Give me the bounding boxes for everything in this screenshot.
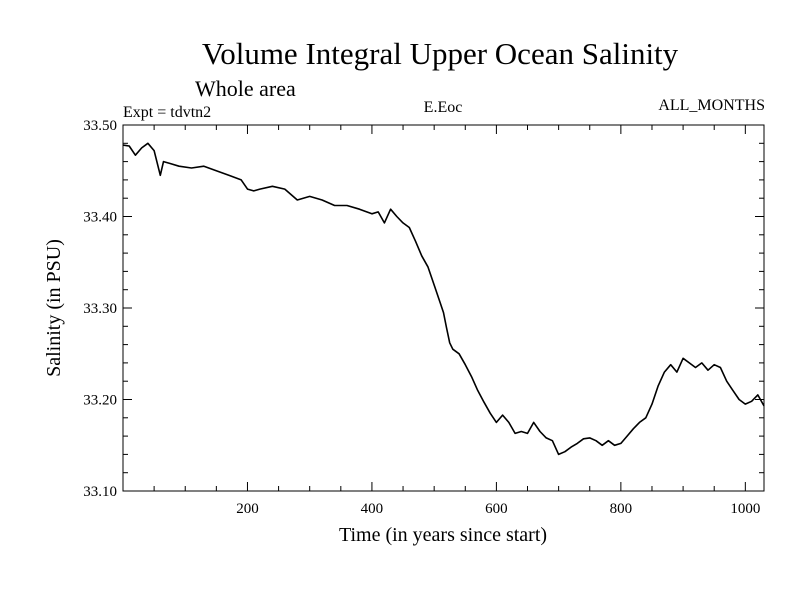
y-tick-label: 33.10 bbox=[83, 484, 117, 500]
region-label: E.Eoc bbox=[424, 99, 463, 116]
x-tick-label: 1000 bbox=[730, 501, 760, 517]
x-tick-labels: 200 400 600 800 1000 bbox=[236, 501, 760, 517]
y-tick-label: 33.40 bbox=[83, 210, 117, 226]
x-tick-label: 800 bbox=[610, 501, 633, 517]
months-label: ALL_MONTHS bbox=[658, 97, 765, 114]
y-tick-label: 33.50 bbox=[83, 118, 117, 134]
y-tick-labels: 33.10 33.20 33.30 33.40 33.50 bbox=[83, 118, 117, 500]
experiment-label: Expt = tdvtn2 bbox=[123, 104, 211, 121]
y-axis-label: Salinity (in PSU) bbox=[43, 239, 65, 377]
y-tick-label: 33.20 bbox=[83, 393, 117, 409]
x-tick-label: 600 bbox=[485, 501, 508, 517]
plot-frame bbox=[122, 124, 765, 492]
axis-ticks bbox=[123, 125, 764, 491]
chart-title: Volume Integral Upper Ocean Salinity bbox=[202, 36, 679, 71]
x-tick-label: 400 bbox=[361, 501, 384, 517]
x-axis-label: Time (in years since start) bbox=[339, 524, 547, 546]
x-tick-label: 200 bbox=[236, 501, 259, 517]
salinity-series-line bbox=[122, 142, 765, 456]
y-tick-label: 33.30 bbox=[83, 301, 117, 317]
chart-subtitle: Whole area bbox=[195, 76, 296, 101]
